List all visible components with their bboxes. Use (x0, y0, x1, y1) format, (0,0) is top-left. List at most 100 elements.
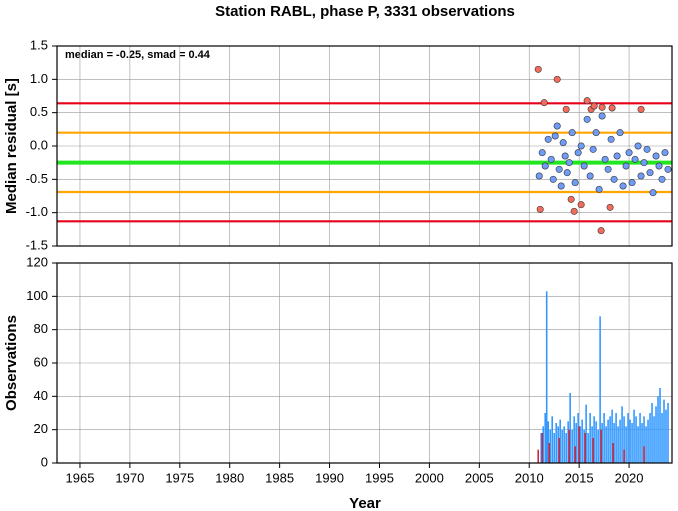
point (595, 185, 603, 193)
bar (667, 403, 669, 463)
bar (635, 416, 637, 463)
bar (663, 399, 665, 463)
bar (547, 421, 550, 463)
bar (643, 416, 645, 463)
bar (574, 446, 576, 463)
bar (609, 416, 611, 463)
bar (585, 404, 587, 463)
point (583, 115, 591, 123)
point (555, 165, 563, 173)
bar (555, 423, 557, 463)
x-tick-label: 2005 (465, 470, 494, 485)
point (608, 104, 616, 112)
point (583, 97, 591, 105)
point (557, 182, 565, 190)
bar (557, 426, 559, 463)
x-tick-label: 2010 (515, 470, 544, 485)
bar (657, 396, 659, 463)
bar (627, 413, 629, 463)
point (655, 162, 663, 170)
point (664, 165, 672, 173)
point (570, 207, 578, 215)
x-tick-label: 2000 (415, 470, 444, 485)
bar (623, 449, 625, 463)
y-axis-label: Median residual [s] (3, 78, 20, 214)
point (534, 65, 542, 73)
x-tick-label: 2020 (615, 470, 644, 485)
bar (665, 409, 667, 463)
bar (589, 413, 591, 463)
bar (553, 433, 555, 463)
bar (567, 421, 569, 463)
bar (569, 393, 571, 463)
bar (631, 423, 633, 463)
bar (575, 423, 577, 463)
y-axis-label: Observations (3, 315, 20, 411)
y-tick-label: 20 (34, 421, 48, 436)
bar (591, 426, 593, 463)
bar (568, 429, 570, 463)
bar (603, 413, 605, 463)
point (601, 155, 609, 163)
point (590, 102, 598, 110)
bar (601, 423, 603, 463)
point (571, 179, 579, 187)
point (640, 159, 648, 167)
point (544, 135, 552, 143)
point (567, 195, 575, 203)
bar (599, 316, 601, 463)
y-tick-label: 0.5 (30, 104, 48, 119)
bar (653, 416, 655, 463)
point (562, 105, 570, 113)
bar (537, 449, 540, 463)
annotation: median = -0.25, smad = 0.44 (65, 49, 211, 61)
bar (593, 416, 595, 463)
bar (600, 429, 602, 463)
bar (541, 433, 544, 463)
point (606, 203, 614, 211)
point (607, 135, 615, 143)
bar (619, 419, 621, 463)
bar (559, 419, 561, 463)
x-tick-label: 2015 (565, 470, 594, 485)
bar (597, 429, 599, 463)
point (616, 129, 624, 137)
bar (595, 421, 597, 463)
y-tick-label: 80 (34, 321, 48, 336)
point (553, 122, 561, 130)
x-tick-label: 1975 (165, 470, 194, 485)
bar (558, 438, 560, 463)
x-tick-label: 1985 (265, 470, 294, 485)
bar (571, 429, 573, 463)
point (559, 139, 567, 147)
x-tick-label: 1970 (115, 470, 144, 485)
point (568, 129, 576, 137)
point (551, 132, 559, 140)
bar (605, 426, 607, 463)
bar (578, 426, 580, 463)
bar (661, 413, 663, 463)
bar (647, 419, 649, 463)
point (646, 169, 654, 177)
bar (651, 403, 653, 463)
bar (577, 413, 579, 463)
point (574, 149, 582, 157)
bar (633, 409, 635, 463)
y-tick-label: -0.5 (26, 171, 48, 186)
point (622, 162, 630, 170)
point (577, 201, 585, 209)
bar (655, 406, 657, 463)
bar (639, 413, 641, 463)
bar (565, 433, 567, 463)
y-tick-label: 120 (26, 254, 48, 269)
bar (542, 426, 545, 463)
bar (579, 426, 581, 463)
bar (549, 429, 551, 463)
point (549, 175, 557, 183)
bar (641, 423, 643, 463)
point (598, 112, 606, 120)
y-tick-label: -1.5 (26, 237, 48, 252)
point (661, 149, 669, 157)
plot-frame (56, 262, 673, 464)
